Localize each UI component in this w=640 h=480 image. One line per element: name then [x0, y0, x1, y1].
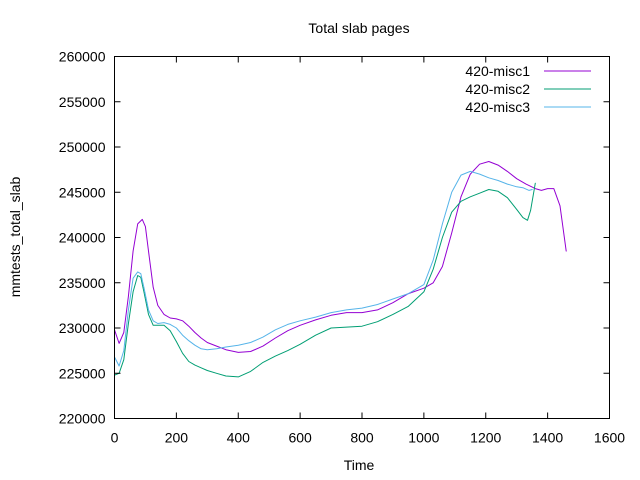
legend-label-420-misc3: 420-misc3: [465, 99, 530, 115]
series-line-420-misc1: [114, 161, 567, 353]
series-group: [114, 161, 567, 378]
x-tick-label: 1200: [470, 430, 501, 446]
chart-title: Total slab pages: [308, 20, 409, 36]
x-tick-label: 1400: [532, 430, 563, 446]
y-tick-label: 250000: [59, 139, 106, 155]
legend-label-420-misc2: 420-misc2: [465, 81, 530, 97]
legend-label-420-misc1: 420-misc1: [465, 63, 530, 79]
y-tick-label: 235000: [59, 275, 106, 291]
y-tick-label: 260000: [59, 49, 106, 65]
y-tick-label: 230000: [59, 320, 106, 336]
y-axis: 220000 225000 230000 235000 240000 245000 2500…: [59, 49, 610, 427]
plot-frame: [114, 56, 610, 419]
x-tick-label: 400: [227, 430, 251, 446]
x-tick-label: 0: [111, 430, 119, 446]
x-axis-label: Time: [344, 457, 375, 473]
y-tick-label: 220000: [59, 411, 106, 427]
y-tick-label: 240000: [59, 230, 106, 246]
x-tick-label: 600: [288, 430, 312, 446]
y-tick-label: 255000: [59, 94, 106, 110]
y-tick-label: 225000: [59, 365, 106, 381]
x-tick-label: 1600: [594, 430, 625, 446]
series-line-420-misc2: [114, 182, 536, 378]
x-tick-label: 1000: [408, 430, 439, 446]
x-tick-label: 800: [350, 430, 374, 446]
x-tick-label: 200: [165, 430, 189, 446]
legend: 420-misc1 420-misc2 420-misc3: [465, 63, 591, 115]
series-line-420-misc3: [114, 170, 533, 367]
x-axis: 0 200 400 600 800 1000 1200 1400 1600: [111, 56, 625, 446]
y-tick-label: 245000: [59, 184, 106, 200]
y-axis-label: mmtests_total_slab: [7, 176, 23, 297]
plot-area: [114, 56, 610, 419]
